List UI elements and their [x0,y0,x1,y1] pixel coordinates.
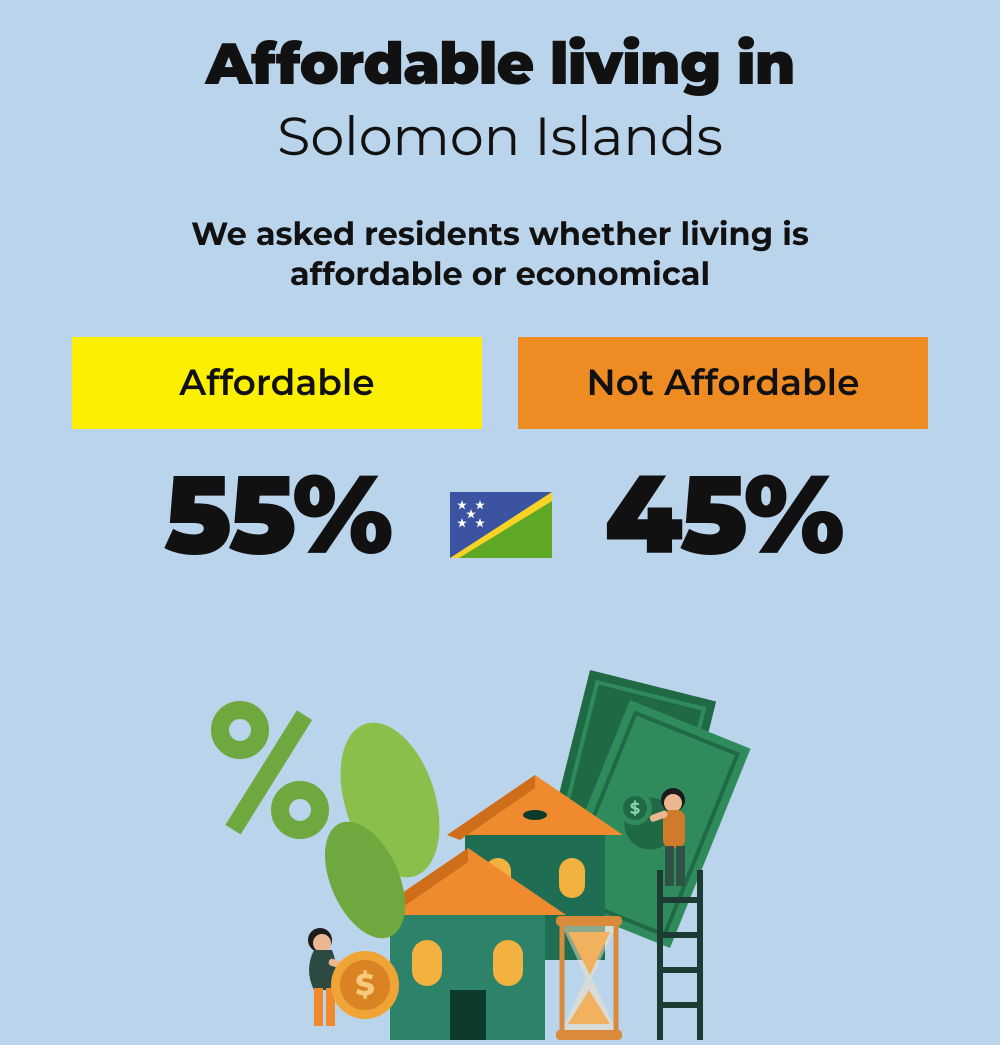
svg-text:$: $ [355,966,374,1003]
house-savings-illustration-icon: $ $ [190,660,810,1040]
card-label: Affordable [179,361,374,405]
card-affordable: Affordable 55% [72,337,482,581]
card-header-not-affordable: Not Affordable [518,337,928,429]
solomon-islands-flag-icon [450,492,552,558]
card-label: Not Affordable [587,361,860,405]
card-header-affordable: Affordable [72,337,482,429]
title-line1: Affordable living in [0,28,1000,99]
percent-affordable: 55% [72,447,482,581]
subtitle: We asked residents whether living is aff… [0,215,1000,295]
title-line2: Solomon Islands [0,103,1000,169]
title-block: Affordable living in Solomon Islands [0,0,1000,169]
percent-not-affordable: 45% [518,447,928,581]
card-not-affordable: Not Affordable 45% [518,337,928,581]
svg-text:$: $ [630,800,640,819]
